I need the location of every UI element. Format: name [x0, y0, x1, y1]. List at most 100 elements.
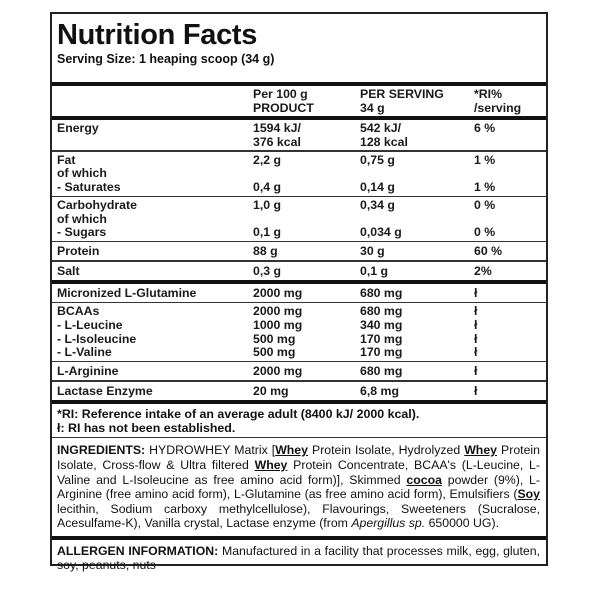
allergen-highlight: Whey [464, 443, 497, 458]
per-100g-value: 0,3 g [253, 263, 282, 278]
per-serving-value: 6,8 mg [360, 383, 399, 398]
ri-percent: 1 % [474, 152, 496, 167]
column-header: PRODUCT [253, 100, 314, 115]
ri-note: *RI: Reference intake of an average adul… [57, 406, 420, 421]
divider-thick [52, 82, 546, 86]
nutrient-group: Salt 0,3 g 0,1 g 2% [52, 262, 546, 280]
divider-thin [52, 150, 546, 152]
table-row: Protein 88 g 30 g 60 % [52, 244, 546, 259]
nutrient-group: Fat 2,2 g 0,75 g 1 % of which - Saturates 0,4 … [52, 152, 546, 196]
nutrient-name: - Saturates [57, 180, 121, 195]
table-row: - L-Isoleucine 500 mg 170 mg ł [52, 331, 546, 347]
divider-thin [52, 195, 546, 198]
per-100g-value: 2000 mg [253, 364, 303, 379]
per-serving-value: 30 g [360, 244, 385, 259]
ri-percent: 60 % [474, 244, 503, 259]
per-100g-value: 2000 mg [253, 304, 303, 319]
divider-thin [52, 240, 546, 243]
table-row: Lactase Enzyme 20 mg 6,8 mg ł [52, 384, 546, 399]
divider-thin [52, 360, 546, 363]
per-100g-value: 0,4 g [253, 180, 282, 195]
label-title: Nutrition Facts [57, 19, 258, 51]
nutrient-group: Lactase Enzyme 20 mg 6,8 mg ł [52, 382, 546, 400]
allergen-highlight: cocoa [406, 472, 442, 487]
ingredients-text: Protein Isolate, Cross-flow & Ultra filt… [57, 443, 540, 472]
table-row: L-Arginine 2000 mg 680 mg ł [52, 364, 546, 379]
per-serving-value: 680 mg [360, 364, 403, 379]
allergen-highlight: Whey [254, 457, 288, 472]
nutrient-name: - Sugars [57, 225, 107, 240]
per-serving-value: 542 kJ/ [360, 121, 402, 136]
nutrition-label: Nutrition Facts Serving Size: 1 heaping … [50, 12, 548, 572]
divider-thin [52, 436, 546, 439]
per-serving-value: 0,75 g [360, 152, 395, 167]
ingredients-text: 650000 UG). [425, 516, 499, 531]
divider-thin [52, 380, 546, 382]
per-serving-value: 170 mg [360, 331, 403, 346]
nutrient-name: - L-Isoleucine [57, 331, 137, 346]
table-row: of which [52, 211, 546, 227]
per-100g-value: 1,0 g [253, 198, 282, 213]
ri-percent: 6 % [474, 121, 496, 136]
table-row: - Saturates 0,4 g 0,14 g 1 % [52, 180, 546, 195]
nutrient-name: of which [57, 166, 107, 181]
divider-thin [52, 301, 546, 304]
ri-note: ł: RI has not been established. [57, 420, 236, 435]
nutrition-rows: Per 100 g PER SERVING *RI% PRODUCT 34 g/serv… [52, 86, 546, 404]
ingredients-text: Protein Concentrate, BCAA's (L-Leucine, … [57, 457, 540, 487]
per-100g-value: 0,1 g [253, 225, 282, 240]
ri-percent: 1 % [474, 180, 496, 195]
column-header: *RI% [474, 87, 503, 101]
table-row: Carbohydrate 1,0 g 0,34 g 0 % [52, 199, 546, 213]
header-row: PRODUCT 34 g/serving [52, 100, 546, 116]
per-100g-value [253, 167, 360, 181]
per-100g-value: 376 kcal [253, 134, 301, 149]
column-header: 34 g [360, 100, 385, 115]
nutrient-name: Micronized L-Glutamine [57, 285, 197, 300]
per-serving-value: 170 mg [360, 345, 403, 360]
table-header: Per 100 g PER SERVING *RI% PRODUCT 34 g/serv… [52, 86, 546, 116]
nutrient-name: BCAAs [57, 304, 100, 319]
ri-percent: ł [474, 331, 478, 346]
per-serving-value: 340 mg [360, 318, 403, 333]
per-100g-value: 88 g [253, 244, 278, 259]
allergen-highlight: Whey [275, 443, 308, 458]
nutrient-name: of which [57, 211, 107, 226]
divider-thin [52, 260, 546, 262]
ri-percent [474, 167, 546, 181]
ri-percent: ł [474, 304, 478, 319]
per-100g-value: 2,2 g [253, 152, 282, 167]
per-100g-value: 20 mg [253, 383, 289, 398]
table-row: - L-Valine 500 mg 170 mg ł [52, 346, 546, 360]
ri-percent: ł [474, 285, 478, 300]
ri-percent: 0 % [474, 198, 496, 213]
nutrient-name [57, 136, 253, 150]
per-serving-value: 0,1 g [360, 263, 389, 278]
table-row: - L-Leucine 1000 mg 340 mg ł [52, 318, 546, 333]
per-100g-value [253, 213, 360, 227]
nutrient-name: - L-Valine [57, 345, 112, 360]
per-100g-value: 2000 mg [253, 285, 303, 300]
per-100g-value: 1594 kJ/ [253, 121, 301, 136]
allergen-text: Manufactured in a facility that process­… [57, 543, 540, 572]
ri-percent: ł [474, 318, 478, 333]
per-serving-value: 0,14 g [360, 180, 395, 195]
table-row: Fat 2,2 g 0,75 g 1 % [52, 152, 546, 168]
nutrient-group: L-Arginine 2000 mg 680 mg ł [52, 362, 546, 380]
divider-thick [52, 116, 546, 121]
ri-percent [474, 213, 546, 227]
nutrient-name: Protein [57, 244, 100, 259]
column-header: Per 100 g [253, 87, 308, 101]
column-header: PER SERVING [360, 87, 444, 101]
per-serving-value [360, 167, 474, 181]
divider-thick [52, 535, 546, 540]
ingredients-text: Protein Isolate, Hydrolyzed [307, 443, 465, 458]
per-serving-value: 0,34 g [360, 198, 395, 213]
ri-percent: 2% [474, 263, 492, 278]
ingredients-text: Apergillus sp. [351, 516, 426, 531]
ingredients-text: powder (9%), L-Arginine (free amino acid… [57, 472, 540, 502]
ingredients-section: INGREDIENTS: HYDROWHEY Matrix [Whey Prot… [52, 438, 546, 536]
divider-thick [52, 399, 546, 404]
nutrient-group: Micronized L-Glutamine 2000 mg 680 mg ł [52, 284, 546, 302]
header-row: Per 100 g PER SERVING *RI% [52, 87, 546, 102]
